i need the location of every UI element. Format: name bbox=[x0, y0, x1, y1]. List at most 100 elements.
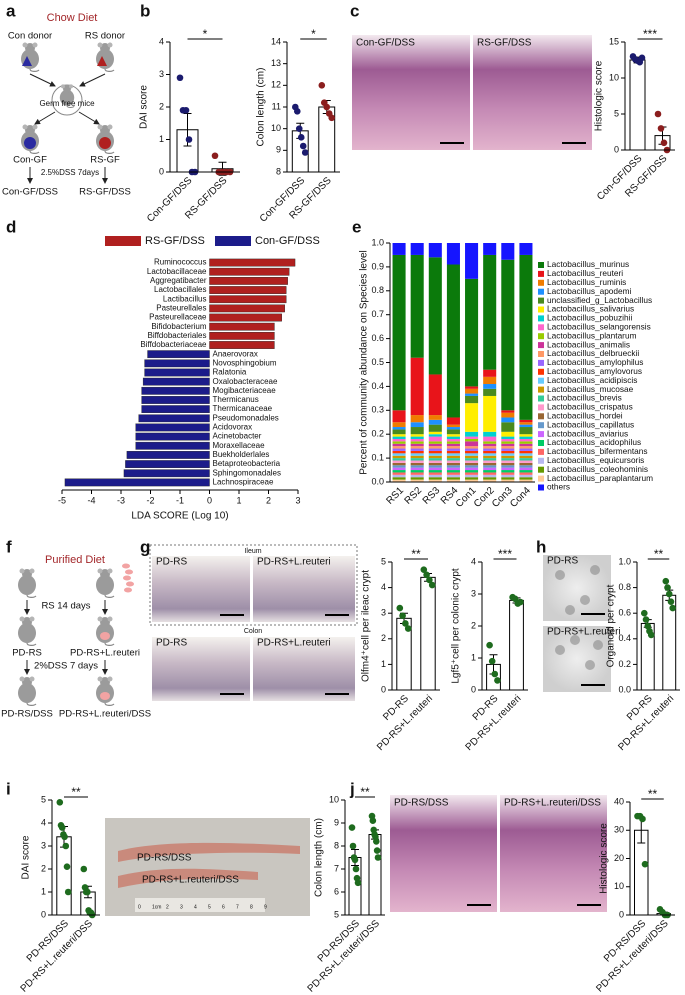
arrow bbox=[29, 73, 56, 87]
bar-segment bbox=[392, 429, 406, 435]
bar-segment bbox=[483, 254, 497, 370]
bar-segment bbox=[410, 472, 424, 475]
y-tick-label: 0 bbox=[41, 909, 46, 919]
photo-label: PD-RS+L.reuteri/DSS bbox=[142, 875, 239, 886]
mouse-icon bbox=[20, 42, 40, 72]
x-tick-label: -1 bbox=[176, 495, 184, 505]
bar-segment bbox=[428, 477, 442, 480]
diagram-a: Chow Diet Con donor RS donor Germ free m… bbox=[2, 12, 131, 198]
bar-segment bbox=[410, 448, 424, 451]
data-point bbox=[56, 799, 64, 806]
bar-segment bbox=[446, 470, 460, 473]
bar-segment bbox=[446, 472, 460, 475]
bar-segment bbox=[428, 465, 442, 468]
bar-segment bbox=[519, 448, 533, 451]
treatment-label: 2.5%DSS 7days bbox=[41, 168, 99, 177]
bar-segment bbox=[465, 462, 479, 466]
bar-segment bbox=[428, 460, 442, 463]
y-tick-label: 4 bbox=[471, 556, 476, 566]
bar-segment bbox=[519, 254, 533, 420]
bar-segment bbox=[428, 257, 442, 375]
image-label: PD-RS+L.reuteri bbox=[547, 627, 621, 638]
bar-segment bbox=[446, 429, 460, 435]
bar-segment bbox=[483, 474, 497, 478]
mouse-icon bbox=[95, 616, 115, 646]
bar-segment bbox=[392, 467, 406, 471]
y-tick-label: 0.5 bbox=[371, 357, 384, 367]
legend-swatch bbox=[538, 351, 544, 357]
data-point bbox=[639, 815, 646, 823]
bar-segment bbox=[501, 422, 515, 432]
bar-segment bbox=[519, 470, 533, 473]
bar-segment bbox=[446, 448, 460, 451]
bar-segment bbox=[465, 431, 479, 437]
data-point bbox=[211, 152, 219, 160]
data-point bbox=[373, 847, 381, 854]
y-tick-label: 4 bbox=[41, 817, 46, 827]
bar-segment bbox=[519, 455, 533, 459]
legend-label: Lactobacillus_brevis bbox=[547, 393, 622, 403]
y-tick-label: 12 bbox=[271, 80, 281, 90]
y-tick-label: 5 bbox=[334, 909, 339, 919]
bar-segment bbox=[483, 243, 497, 255]
y-tick-label: 0 bbox=[159, 166, 164, 176]
bar-segment bbox=[465, 472, 479, 475]
ileum-frame bbox=[149, 544, 358, 626]
bar-segment bbox=[428, 443, 442, 447]
bar-segment bbox=[428, 419, 442, 425]
data-point bbox=[404, 625, 412, 632]
bar-segment bbox=[483, 441, 497, 444]
y-tick-label: 0.7 bbox=[371, 309, 384, 319]
micrograph bbox=[543, 555, 611, 621]
bar-segment bbox=[483, 462, 497, 466]
bar-segment bbox=[501, 477, 515, 480]
bar-segment bbox=[428, 453, 442, 456]
bar-segment bbox=[410, 415, 424, 423]
bar-segment bbox=[392, 458, 406, 461]
bar-label: Thermicanus bbox=[213, 395, 259, 404]
microbiota-icon bbox=[99, 137, 111, 149]
bar bbox=[209, 286, 287, 294]
bar-segment bbox=[428, 415, 442, 420]
bar-segment bbox=[501, 259, 515, 411]
bar-segment bbox=[483, 458, 497, 461]
x-tick-label: 3 bbox=[295, 495, 300, 505]
bar-segment bbox=[465, 388, 479, 394]
bar-segment bbox=[519, 438, 533, 442]
bar-segment bbox=[465, 441, 479, 447]
bar-segment bbox=[446, 441, 460, 444]
bar-segment bbox=[501, 472, 515, 475]
y-tick-label: 0.0 bbox=[371, 476, 384, 486]
bar-segment bbox=[501, 438, 515, 442]
group-label: PD-RS+L.reuteri bbox=[70, 648, 140, 659]
legend-swatch bbox=[538, 466, 544, 473]
bar-segment bbox=[465, 446, 479, 449]
bar-segment bbox=[446, 462, 460, 466]
bar-segment bbox=[410, 455, 424, 459]
y-tick-label: 0.4 bbox=[371, 381, 384, 391]
panel-label: b bbox=[140, 1, 150, 20]
bar-label: Biffdobacteriales bbox=[148, 331, 207, 340]
bar-segment bbox=[428, 448, 442, 451]
bar-segment bbox=[483, 460, 497, 463]
bar-segment bbox=[392, 254, 406, 411]
legend-label: Lactobacillus_plantarum bbox=[547, 330, 637, 340]
bar-segment bbox=[465, 467, 479, 471]
y-tick-label: 9 bbox=[334, 817, 339, 827]
bar-segment bbox=[410, 427, 424, 435]
bacteria-icon bbox=[122, 563, 134, 593]
bar-segment bbox=[392, 434, 406, 437]
panel-label: a bbox=[6, 1, 16, 20]
bar-segment bbox=[410, 243, 424, 255]
legend-swatch bbox=[538, 413, 544, 420]
y-tick-label: 9 bbox=[276, 145, 281, 155]
bar-segment bbox=[465, 460, 479, 463]
donor-label: RS donor bbox=[85, 31, 125, 42]
bar-segment bbox=[392, 472, 406, 475]
bar-segment bbox=[501, 467, 515, 471]
data-point bbox=[426, 576, 433, 584]
data-point bbox=[295, 125, 303, 132]
bar-segment bbox=[483, 470, 497, 473]
bar-segment bbox=[428, 436, 442, 442]
